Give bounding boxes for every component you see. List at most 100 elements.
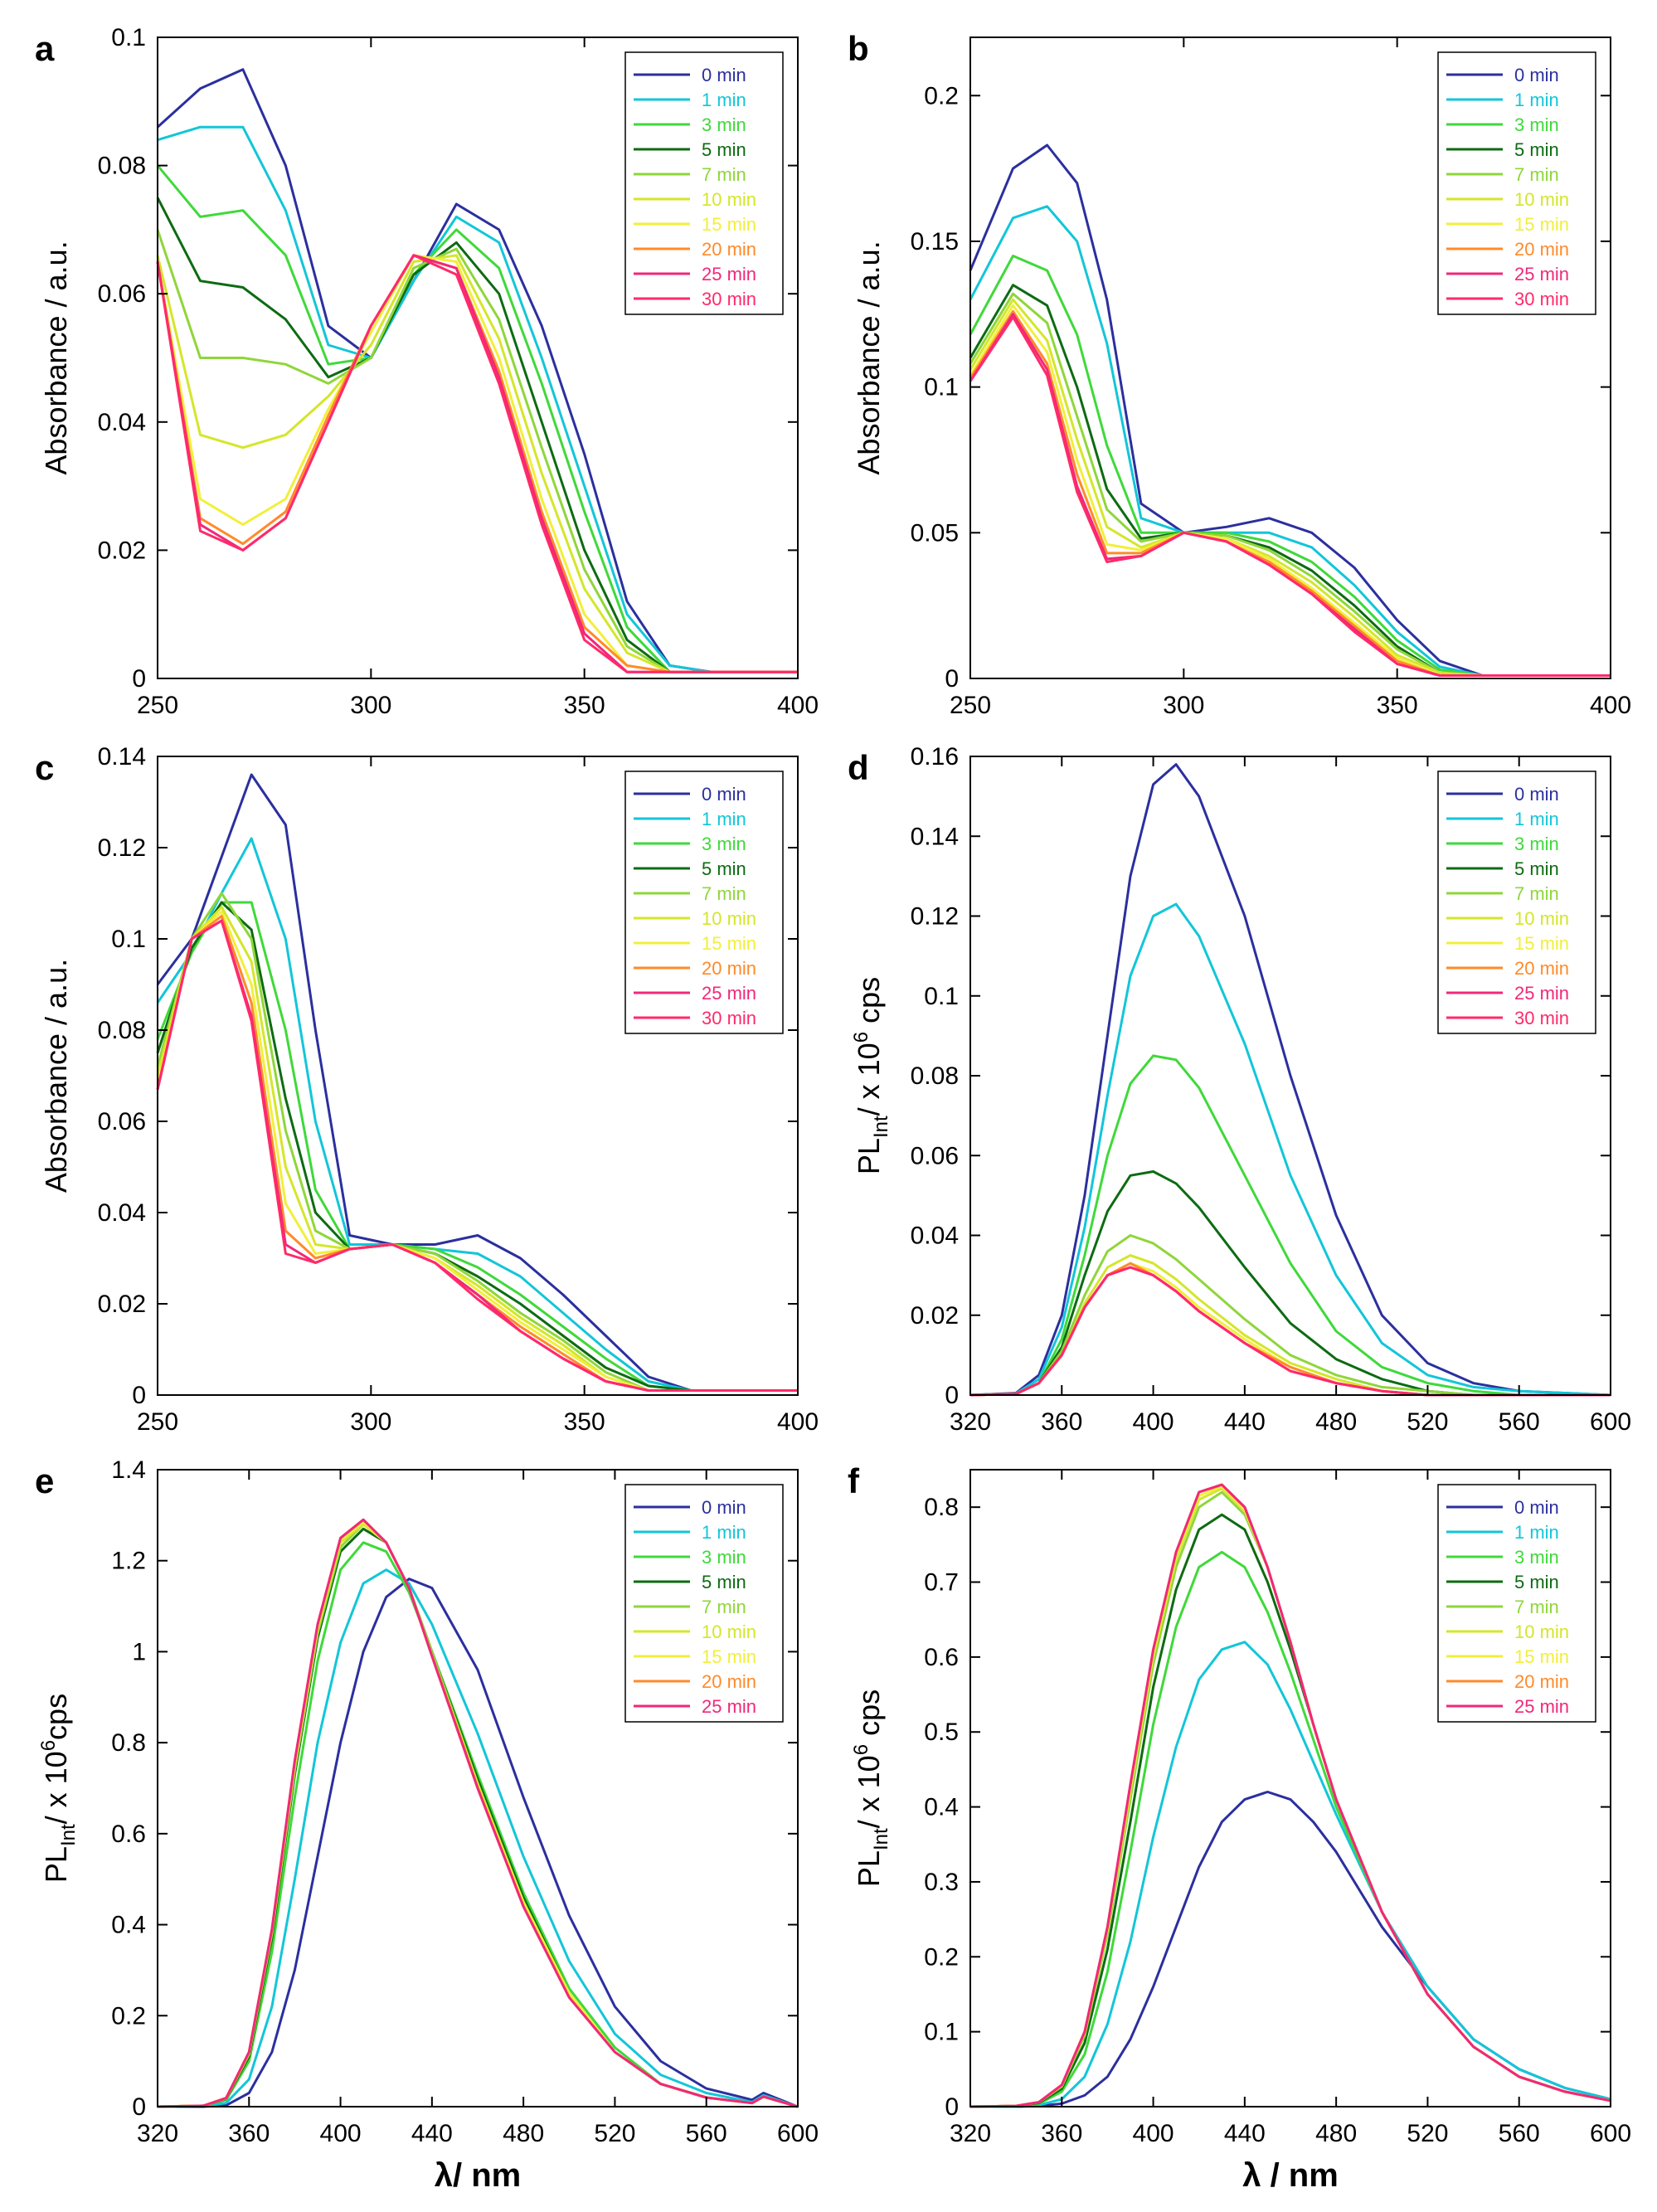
legend-entry-label: 20 min [1514, 1671, 1569, 1692]
legend-entry-label: 1 min [1514, 809, 1559, 829]
series-line-30-min [969, 315, 1611, 677]
x-tick-label: 300 [350, 692, 391, 719]
y-axis-label: PLInt/ x 106 cps [850, 1689, 892, 1887]
series-lines [969, 1483, 1611, 2108]
legend-entry-label: 10 min [1514, 908, 1569, 929]
legend-entry-label: 0 min [702, 784, 746, 805]
series-line-5-min [969, 1170, 1611, 1397]
y-tick-label: 0.02 [911, 1302, 959, 1330]
legend: 0 min 1 min 3 min 5 min 7 min 10 min 15 min 20 … [1437, 51, 1596, 315]
y-tick-label: 0 [132, 665, 146, 693]
legend-entry-label: 7 min [702, 164, 746, 185]
x-tick-label: 320 [137, 2120, 178, 2147]
legend-entry-label: 20 min [1514, 958, 1569, 979]
legend-entry-label: 30 min [702, 1008, 756, 1028]
x-tick-label: 320 [950, 2120, 991, 2147]
x-tick-label: 440 [1224, 1408, 1266, 1436]
legend-entry-label: 15 min [1514, 933, 1569, 954]
series-line-3-min [156, 164, 798, 673]
x-tick-label: 560 [686, 2120, 727, 2147]
x-tick-label: 560 [1499, 2120, 1540, 2147]
series-line-15-min [156, 910, 798, 1392]
x-tick-label: 400 [777, 692, 819, 719]
legend-entry-label: 25 min [702, 983, 756, 1004]
y-axis-label-sub: Int [870, 1828, 892, 1850]
legend-box [624, 771, 784, 1034]
legend-entry-label: 0 min [1514, 1497, 1559, 1518]
x-tick-label: 520 [594, 2120, 635, 2147]
x-tick-label: 600 [1590, 2120, 1631, 2147]
y-tick-label: 0.08 [98, 1017, 146, 1044]
series-line-5-min [969, 284, 1611, 677]
x-tick-label: 600 [1590, 1408, 1631, 1436]
x-tick-label: 350 [564, 692, 605, 719]
legend-entry-label: 5 min [702, 1572, 746, 1592]
x-tick-label: 480 [1315, 1408, 1357, 1436]
y-tick-label: 0.06 [911, 1142, 959, 1169]
series-line-0-min [969, 143, 1611, 677]
panel-f: 320 360 400 440 480 520 560 600 0 0.1 0.2 0.3 0.4 0.5… [848, 1461, 1631, 2194]
y-axis-label-main: PL [852, 1850, 886, 1887]
y-axis-label-unit: cps [852, 1689, 886, 1744]
y-axis-label-sub: Int [57, 1824, 80, 1846]
y-tick-label: 1.2 [111, 1548, 146, 1575]
legend-entry-label: 7 min [1514, 1597, 1559, 1617]
y-axis-label-sub: Int [870, 1116, 892, 1138]
series-line-1-min [157, 125, 798, 673]
y-tick-label: 0.1 [924, 2019, 959, 2046]
plot-frame [969, 36, 1611, 679]
panel-d: 320 360 400 440 480 520 560 600 0 0.02 0.04 0.06 0.0… [848, 743, 1631, 1436]
legend-entry-label: 5 min [1514, 858, 1559, 879]
legend-entry-label: 20 min [702, 239, 756, 260]
series-line-0-min [158, 1578, 799, 2108]
legend-entry-label: 0 min [702, 1497, 746, 1518]
series-line-10-min [969, 298, 1611, 677]
x-tick-label: 300 [1163, 692, 1204, 719]
x-tick-label: 400 [1133, 1408, 1174, 1436]
y-tick-label: 0.5 [924, 1719, 959, 1746]
legend-entry-label: 5 min [1514, 1572, 1559, 1592]
y-tick-label: 1 [132, 1638, 146, 1665]
panel-label: e [35, 1461, 54, 1500]
panel-label: d [848, 748, 869, 787]
x-axis-label: λ/ nm [435, 2157, 521, 2194]
x-tick-label: 250 [137, 692, 178, 719]
series-line-3-min [969, 1054, 1611, 1397]
panel-label: b [848, 29, 869, 68]
series-line-1-min [157, 1568, 799, 2108]
x-axis-label: λ / nm [1242, 2157, 1339, 2194]
legend-entry-label: 3 min [1514, 834, 1559, 854]
y-tick-label: 0.2 [924, 82, 959, 109]
legend-entry-label: 25 min [702, 264, 756, 284]
legend-entry-label: 30 min [702, 289, 756, 309]
y-tick-label: 0.05 [911, 519, 959, 547]
y-tick-label: 0.06 [98, 280, 146, 308]
legend-entry-label: 15 min [702, 1646, 756, 1667]
legend-entry-label: 30 min [1514, 1008, 1569, 1028]
legend-entry-label: 25 min [702, 1696, 756, 1717]
y-axis-label-sup: 6 [850, 1744, 872, 1755]
legend-entry-label: 5 min [1514, 139, 1559, 160]
y-tick-label: 0.08 [911, 1062, 959, 1090]
legend-entry-label: 3 min [702, 834, 746, 854]
legend: 0 min 1 min 3 min 5 min 7 min 10 min 15 min 20 … [624, 1484, 784, 1723]
y-tick-label: 0.4 [111, 1912, 146, 1939]
series-line-7-min [969, 1234, 1611, 1397]
y-axis-label-tail: / x 10 [852, 1755, 886, 1828]
y-tick-label: 0.1 [111, 24, 146, 51]
plot-frame [157, 756, 799, 1396]
y-tick-label: 0.1 [924, 374, 959, 401]
legend-entry-label: 3 min [702, 1547, 746, 1568]
y-axis-label-sup: 6 [850, 1032, 872, 1043]
legend-entry-label: 30 min [1514, 289, 1569, 309]
legend-entry-label: 15 min [1514, 1646, 1569, 1667]
x-tick-label: 480 [503, 2120, 544, 2147]
legend: 0 min 1 min 3 min 5 min 7 min 10 min 15 min 20 … [624, 51, 784, 315]
y-tick-label: 0.1 [111, 926, 146, 953]
y-tick-label: 0.04 [98, 409, 146, 436]
legend-entry-label: 10 min [702, 908, 756, 929]
series-lines [156, 68, 798, 673]
x-tick-label: 360 [228, 2120, 270, 2147]
legend-entry-label: 10 min [702, 1621, 756, 1642]
